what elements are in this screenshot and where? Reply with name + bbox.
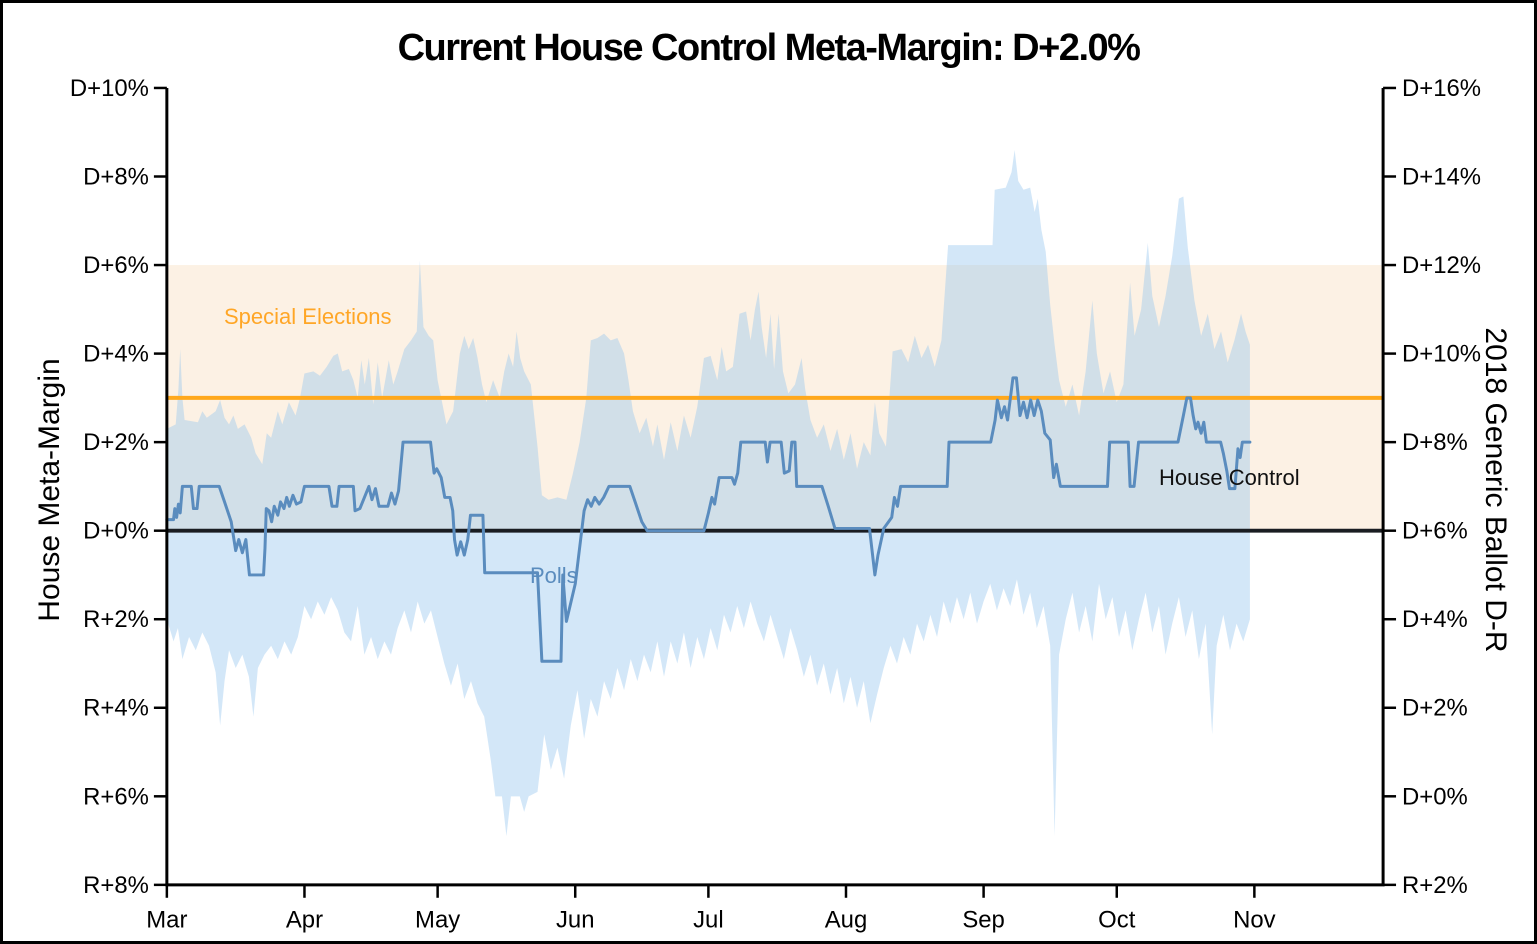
x-axis-tick-label: Sep: [962, 907, 1005, 934]
x-axis-tick-label: Oct: [1098, 907, 1136, 934]
x-axis-tick-label: Jul: [693, 907, 724, 934]
left-axis-tick-label: D+10%: [70, 75, 149, 102]
x-axis-tick-label: Apr: [286, 907, 323, 934]
left-axis-tick-label: R+8%: [83, 872, 149, 899]
left-axis-tick-label: D+2%: [83, 429, 149, 456]
right-axis-tick-label: D+10%: [1402, 341, 1481, 368]
special-elections-label: Special Elections: [224, 304, 392, 329]
chart-canvas: D+10% D+8% D+6% D+4% D+2% D+0% R+2% R+4% R+6% R+8…: [70, 75, 1481, 934]
left-axis-tick-label: D+8%: [83, 163, 149, 190]
left-axis-tick-label: R+6%: [83, 783, 149, 810]
right-axis-tick-label: D+14%: [1402, 163, 1481, 190]
polls-line: [165, 376, 1252, 663]
right-axis-tick-label: D+4%: [1402, 606, 1468, 633]
right-axis-tick-label: D+0%: [1402, 783, 1468, 810]
polls-uncertainty-band: [166, 149, 1250, 837]
left-axis-tick-label: D+6%: [83, 252, 149, 279]
x-axis-tick-label: Mar: [146, 907, 187, 934]
left-axis-tick-label: R+2%: [83, 606, 149, 633]
x-axis-tick-label: Aug: [825, 907, 868, 934]
left-axis-tick-label: D+4%: [83, 341, 149, 368]
right-axis-tick-label: D+6%: [1402, 518, 1468, 545]
right-axis-tick-label: R+2%: [1402, 872, 1468, 899]
left-axis-tick-label: D+0%: [83, 518, 149, 545]
x-axis-tick-label: Nov: [1233, 907, 1276, 934]
right-axis-tick-label: D+8%: [1402, 429, 1468, 456]
right-axis-title: 2018 Generic Ballot D-R: [1479, 327, 1512, 653]
polls-label: Polls: [530, 563, 578, 588]
x-axis-tick-label: May: [415, 907, 460, 934]
right-axis-tick-label: D+12%: [1402, 252, 1481, 279]
right-axis-tick-label: D+16%: [1402, 75, 1481, 102]
x-axis-tick-label: Jun: [556, 907, 595, 934]
right-axis-tick-label: D+2%: [1402, 695, 1468, 722]
chart-title: Current House Control Meta-Margin: D+2.0…: [397, 27, 1141, 69]
left-axis-title: House Meta-Margin: [33, 358, 66, 622]
left-axis-tick-label: R+4%: [83, 695, 149, 722]
house-control-label: House Control: [1159, 465, 1300, 490]
